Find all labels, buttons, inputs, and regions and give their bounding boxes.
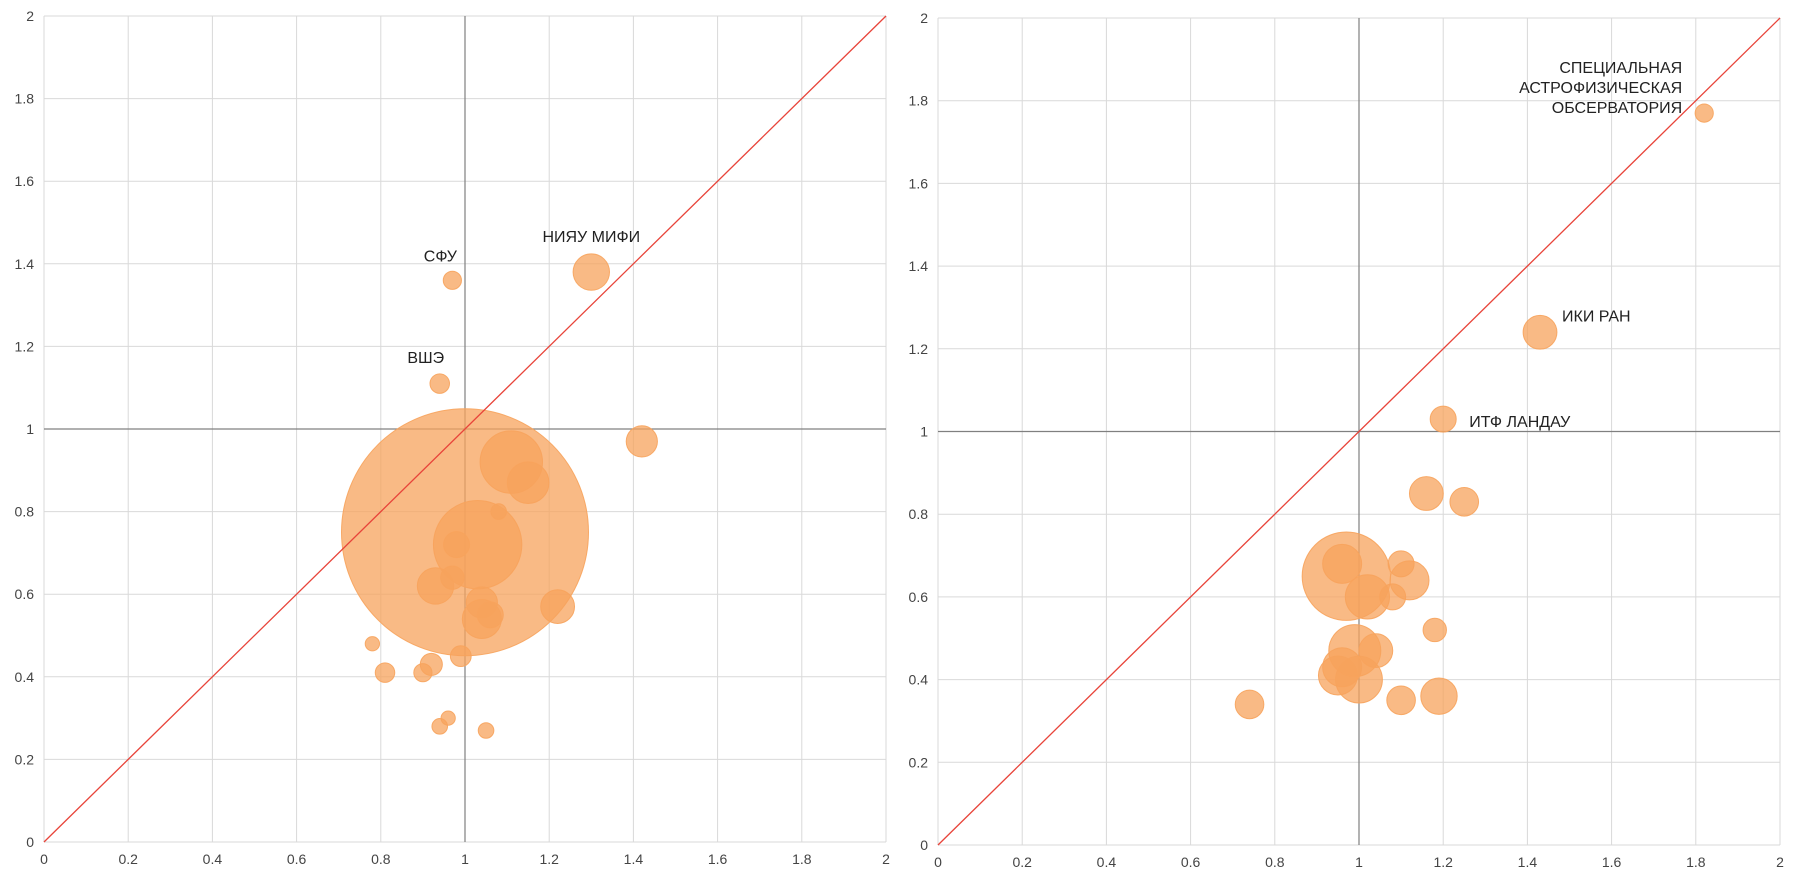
x-tick-label: 0.8 — [1265, 854, 1285, 870]
y-tick-label: 1.2 — [15, 338, 35, 354]
y-tick-label: 1.4 — [909, 258, 929, 274]
point-label: ОБСЕРВАТОРИЯ — [1552, 100, 1682, 117]
bubbles — [341, 253, 658, 739]
bubble-point — [442, 270, 462, 290]
point-label: НИЯУ МИФИ — [542, 229, 640, 246]
bubble-point — [1694, 103, 1714, 123]
x-tick-label: 1.2 — [1433, 854, 1453, 870]
bubble-point — [1429, 405, 1457, 433]
bubble-point — [1322, 543, 1363, 584]
x-tick-label: 1.6 — [1602, 854, 1622, 870]
y-tick-label: 1.6 — [15, 173, 35, 189]
bubble-point — [449, 645, 472, 668]
x-tick-label: 2 — [1776, 854, 1784, 870]
x-tick-label: 1.6 — [708, 851, 728, 867]
x-tick-label: 1.8 — [1686, 854, 1706, 870]
x-tick-label: 0 — [934, 854, 942, 870]
x-tick-label: 1.4 — [624, 851, 644, 867]
x-tick-label: 0.4 — [203, 851, 223, 867]
x-tick-label: 0.6 — [1181, 854, 1201, 870]
bubble-point — [540, 589, 576, 624]
bubble-point — [419, 652, 443, 676]
point-label: СФУ — [424, 248, 458, 265]
bubble-point — [429, 373, 450, 394]
bubble-point — [431, 718, 449, 735]
y-tick-label: 0 — [920, 837, 928, 853]
x-tick-label: 1 — [1355, 854, 1363, 870]
x-tick-label: 0.6 — [287, 851, 307, 867]
bubble-point — [443, 531, 471, 559]
bubble-point — [572, 253, 610, 291]
point-label: АСТРОФИЗИЧЕСКАЯ — [1519, 80, 1682, 97]
y-tick-label: 1 — [26, 421, 34, 437]
x-tick-label: 1.2 — [539, 851, 559, 867]
y-tick-label: 0.2 — [909, 754, 929, 770]
chart-right: 0 0.2 0.4 0.6 0.8 1 1.2 1.4 1.6 1.8 2 0 0.2 0.4 0.6 0.8… — [909, 10, 1785, 870]
point-label: ИКИ РАН — [1562, 308, 1631, 325]
y-tick-label: 1.8 — [15, 91, 35, 107]
bubble-point — [1379, 583, 1407, 611]
y-tick-label: 1.4 — [15, 256, 35, 272]
bubble-point — [625, 425, 658, 458]
bubble-point — [506, 461, 550, 504]
bubble-point — [1522, 314, 1558, 350]
y-tick-label: 2 — [920, 10, 928, 26]
x-tick-label: 2 — [882, 851, 890, 867]
y-tick-label: 1.2 — [909, 341, 929, 357]
bubble-point — [476, 601, 504, 629]
x-tick-label: 1 — [461, 851, 469, 867]
bubble-point — [1386, 685, 1416, 716]
bubble-point — [374, 662, 396, 683]
y-tick-label: 0.4 — [909, 672, 929, 688]
x-tick-label: 0.2 — [1012, 854, 1032, 870]
x-tick-label: 1.8 — [792, 851, 812, 867]
diagonal-line — [937, 17, 1781, 846]
diagonal-line — [43, 15, 887, 843]
bubbles — [1234, 103, 1714, 720]
y-tick-label: 0 — [26, 834, 34, 850]
bubble-point — [1358, 633, 1394, 669]
chart-left: 0 0.2 0.4 0.6 0.8 1 1.2 1.4 1.6 1.8 2 0 0.2 0.4 0.6 0.8… — [15, 8, 891, 867]
bubble-point — [364, 636, 381, 652]
y-tick-label: 1.6 — [909, 175, 929, 191]
y-tick-label: 0.8 — [15, 504, 35, 520]
bubble-point — [1422, 617, 1447, 643]
point-label: ИТФ ЛАНДАУ — [1469, 414, 1571, 431]
y-tick-label: 0.6 — [909, 589, 929, 605]
y-tick-label: 0.2 — [15, 751, 35, 767]
x-tick-label: 1.4 — [1518, 854, 1538, 870]
y-tick-label: 0.6 — [15, 586, 35, 602]
bubble-point — [1408, 476, 1444, 511]
y-tick-label: 1 — [920, 424, 928, 440]
bubble-point — [490, 503, 507, 520]
bubble-point — [440, 565, 465, 590]
x-tick-label: 0.4 — [1097, 854, 1117, 870]
y-tick-label: 1.8 — [909, 93, 929, 109]
x-tick-label: 0.2 — [118, 851, 138, 867]
bubble-point — [1449, 486, 1480, 517]
x-tick-label: 0 — [40, 851, 48, 867]
point-label: СПЕЦИАЛЬНАЯ — [1559, 60, 1682, 77]
bubble-point — [1234, 689, 1265, 720]
y-tick-label: 0.8 — [909, 506, 929, 522]
y-tick-label: 2 — [26, 8, 34, 24]
y-tick-label: 0.4 — [15, 669, 35, 685]
bubble-point — [1420, 677, 1458, 715]
bubble-point — [477, 722, 495, 739]
x-tick-label: 0.8 — [371, 851, 391, 867]
point-label: ВШЭ — [407, 350, 444, 367]
